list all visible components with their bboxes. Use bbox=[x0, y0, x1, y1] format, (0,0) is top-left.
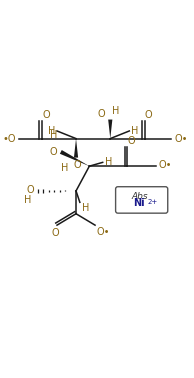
Text: O: O bbox=[27, 185, 35, 195]
Text: O•: O• bbox=[97, 227, 110, 237]
Text: O: O bbox=[98, 108, 106, 119]
Text: H: H bbox=[112, 106, 119, 116]
FancyBboxPatch shape bbox=[116, 187, 168, 213]
Polygon shape bbox=[60, 150, 89, 166]
Text: H: H bbox=[105, 157, 112, 167]
Text: O•: O• bbox=[174, 133, 188, 144]
Text: H: H bbox=[49, 130, 57, 141]
Text: O: O bbox=[51, 228, 59, 238]
Text: H: H bbox=[131, 126, 139, 136]
Text: H: H bbox=[61, 163, 68, 174]
Text: 2+: 2+ bbox=[147, 199, 158, 205]
Text: H: H bbox=[82, 203, 89, 213]
Text: O: O bbox=[73, 160, 81, 170]
Text: H: H bbox=[48, 126, 55, 136]
Text: Ni: Ni bbox=[133, 198, 145, 208]
Text: Abs: Abs bbox=[132, 192, 148, 201]
Text: H: H bbox=[24, 195, 31, 205]
Polygon shape bbox=[108, 119, 112, 139]
Text: O: O bbox=[144, 110, 152, 120]
Text: •O: •O bbox=[3, 133, 16, 144]
Text: O•: O• bbox=[159, 160, 172, 170]
Polygon shape bbox=[74, 139, 78, 158]
Text: O: O bbox=[127, 136, 135, 146]
Text: O: O bbox=[50, 147, 57, 156]
Text: O: O bbox=[43, 110, 50, 120]
